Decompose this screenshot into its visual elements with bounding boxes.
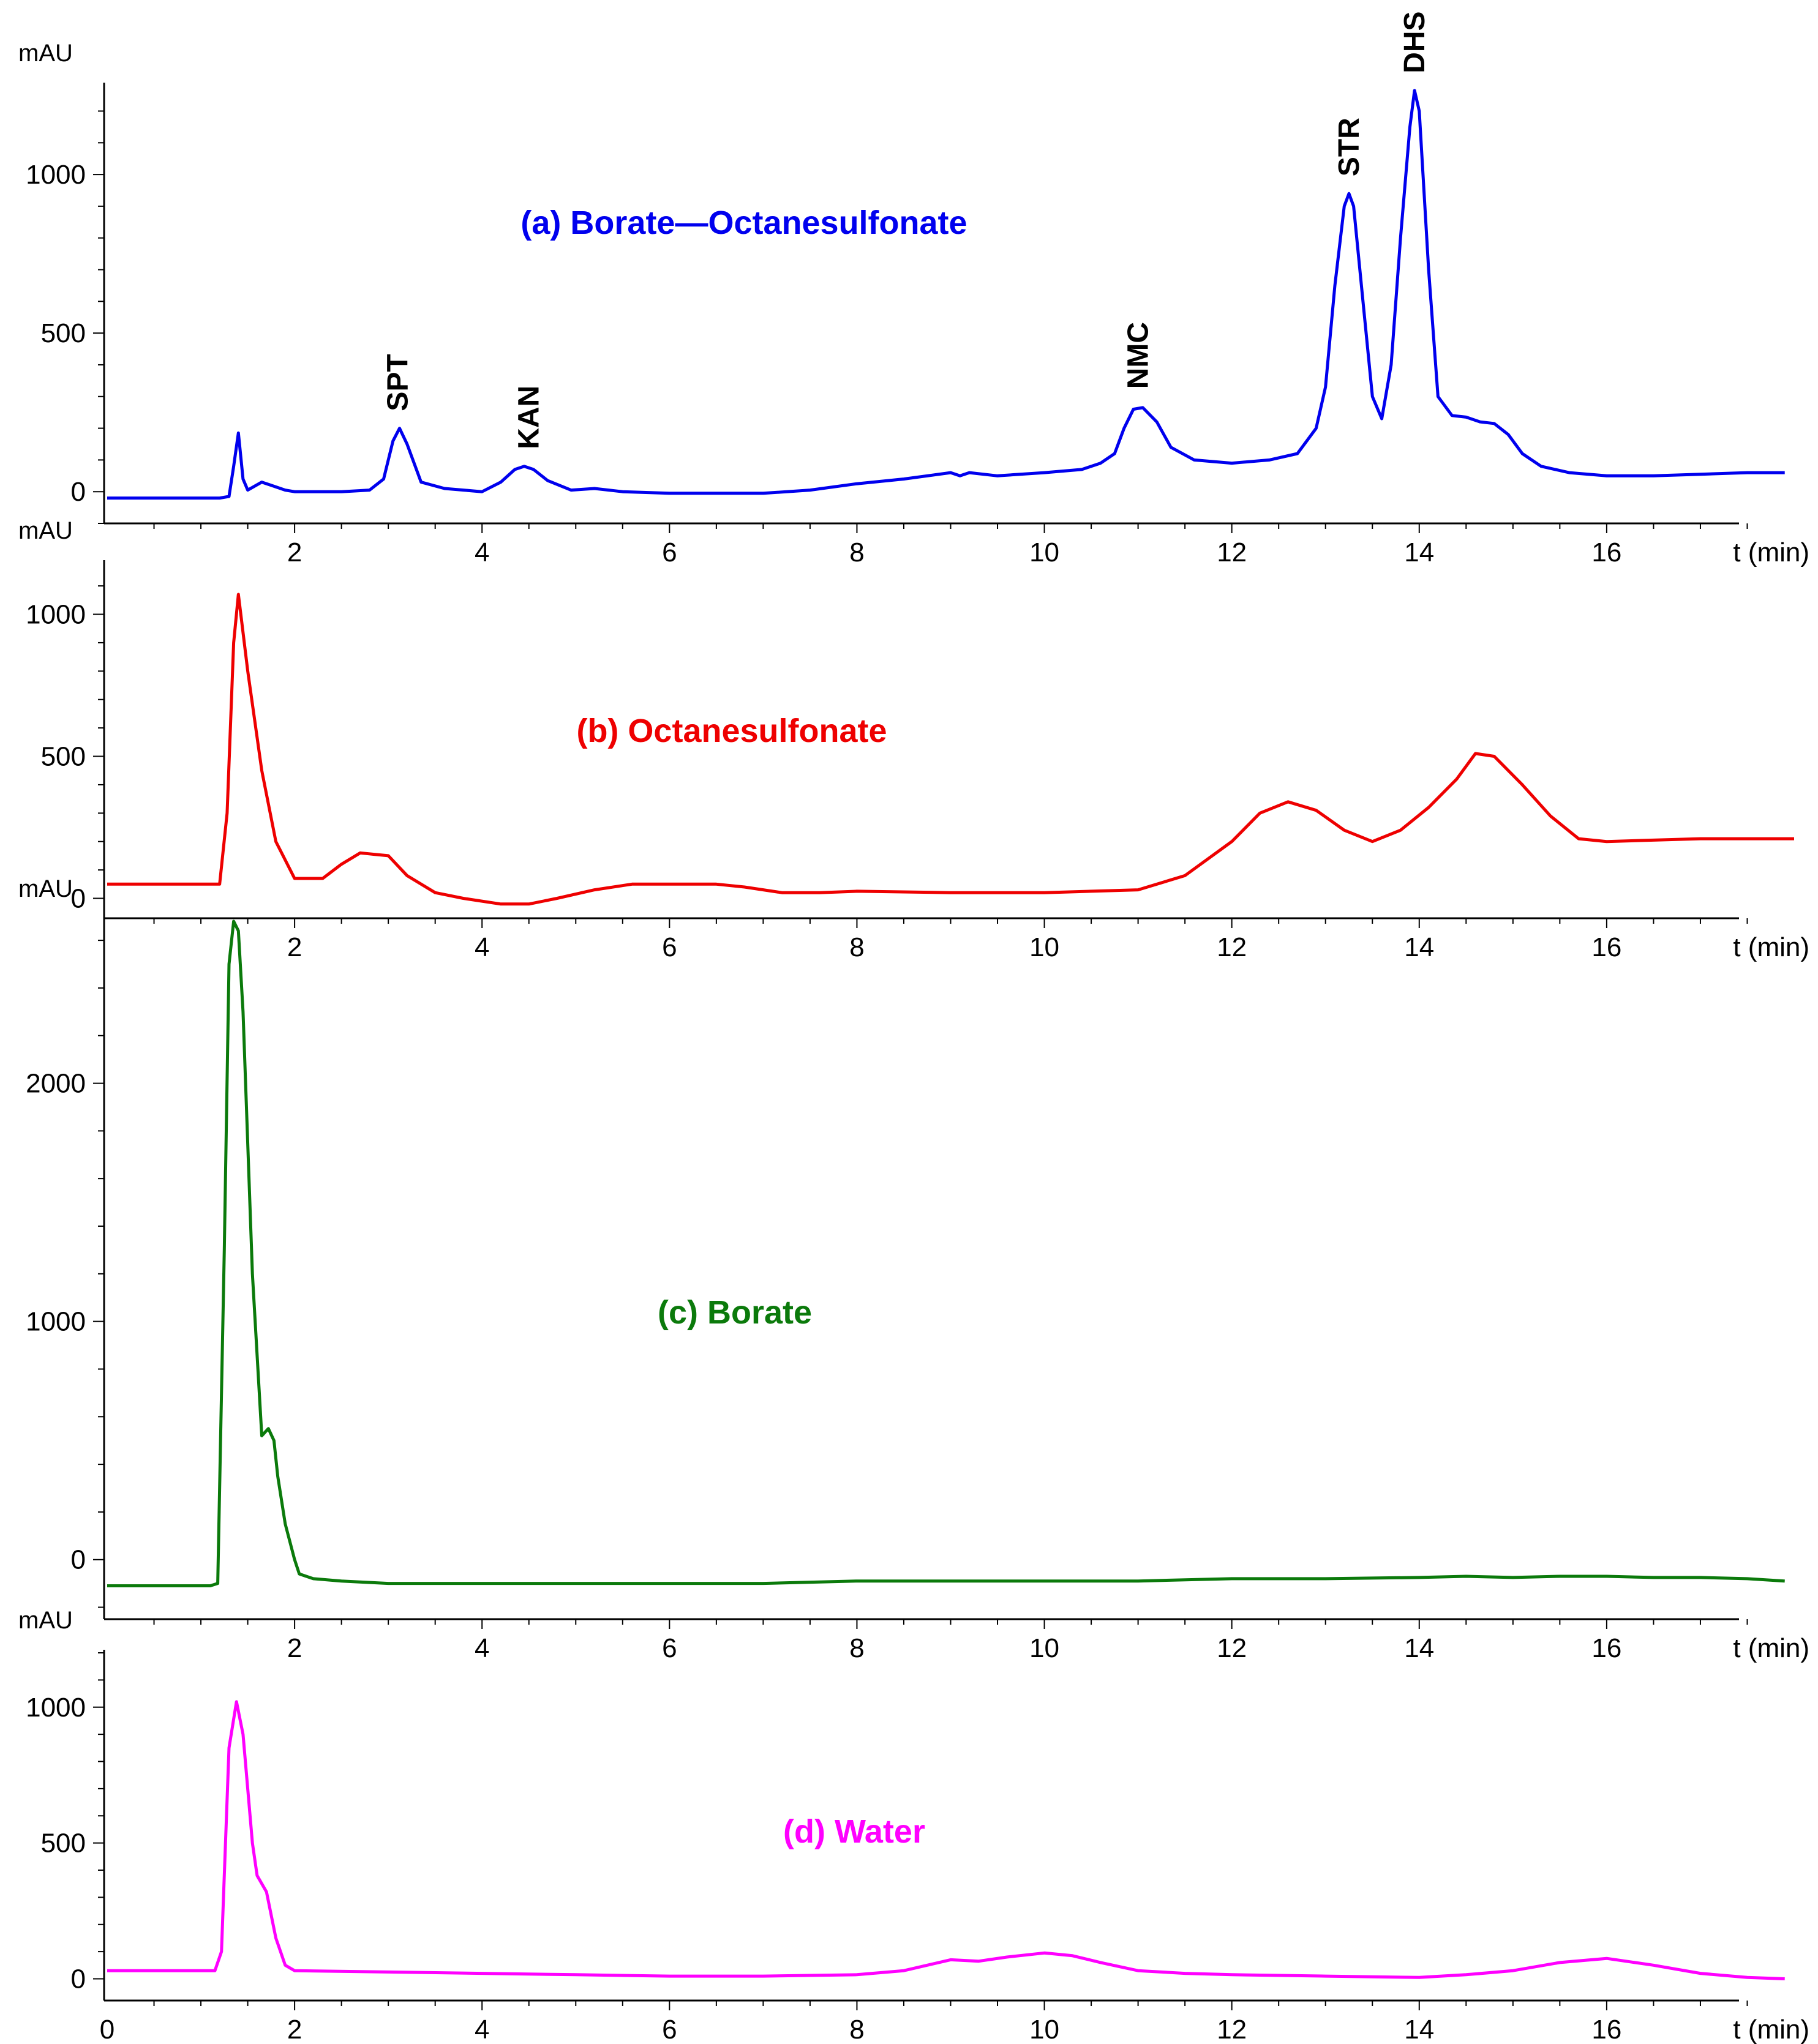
x-tick-label: 10 <box>1029 1633 1059 1663</box>
x-tick-label: 2 <box>287 537 302 567</box>
chromatogram-trace <box>107 89 1785 500</box>
x-tick-label: 16 <box>1591 2015 1621 2044</box>
x-tick-label: 6 <box>662 2015 677 2044</box>
x-tick-label: 0 <box>100 2015 115 2044</box>
x-tick-label: 8 <box>849 932 864 962</box>
panel-title: (c) Borate <box>658 1294 812 1331</box>
y-tick-label: 0 <box>71 477 86 507</box>
x-tick-label: 10 <box>1029 932 1059 962</box>
x-axis-unit-label: t (min) <box>1733 2015 1809 2044</box>
x-axis-unit-label: t (min) <box>1733 932 1809 962</box>
peak-label-kan: KAN <box>513 386 546 449</box>
y-tick-label: 1000 <box>26 160 86 190</box>
chromatogram-trace <box>107 593 1794 906</box>
x-tick-label: 12 <box>1217 1633 1247 1663</box>
panel-title: (b) Octanesulfonate <box>576 713 887 749</box>
x-tick-label: 4 <box>475 932 489 962</box>
peak-label-spt: SPT <box>381 354 414 411</box>
x-axis-unit-label: t (min) <box>1733 1633 1809 1663</box>
y-tick-label: 1000 <box>26 600 86 630</box>
x-tick-label: 4 <box>475 2015 489 2044</box>
x-tick-label: 2 <box>287 1633 302 1663</box>
y-axis-unit-label: mAU <box>18 40 73 67</box>
y-axis-unit-label: mAU <box>18 517 73 544</box>
x-tick-label: 10 <box>1029 2015 1059 2044</box>
peak-label-nmc: NMC <box>1122 322 1155 389</box>
x-tick-label: 12 <box>1217 2015 1247 2044</box>
x-tick-label: 4 <box>475 1633 489 1663</box>
x-tick-label: 10 <box>1029 537 1059 567</box>
chart-panel-1: 0 500 1000 2 4 6 8 10 12 14 16 mAU t (min) (a) Borate… <box>18 11 1809 567</box>
chart-panel-4: 0 500 1000 0 2 4 6 8 10 12 14 16 mAU t (min) (d) Water <box>18 1607 1809 2044</box>
x-tick-label: 8 <box>849 1633 864 1663</box>
x-tick-label: 14 <box>1404 537 1434 567</box>
y-tick-label: 0 <box>71 1964 86 1994</box>
y-tick-label: 500 <box>41 742 86 772</box>
x-tick-label: 8 <box>849 537 864 567</box>
x-tick-label: 2 <box>287 2015 302 2044</box>
y-tick-label: 2000 <box>26 1069 86 1099</box>
panel-title: (d) Water <box>783 1813 925 1850</box>
y-axis-unit-label: mAU <box>18 875 73 902</box>
x-tick-label: 14 <box>1404 932 1434 962</box>
y-tick-label: 500 <box>41 1829 86 1859</box>
x-axis-unit-label: t (min) <box>1733 537 1809 567</box>
panel-title: (a) Borate—Octanesulfonate <box>520 204 967 241</box>
x-tick-label: 16 <box>1591 1633 1621 1663</box>
peak-label-dhs: DHS <box>1399 11 1431 73</box>
x-tick-label: 2 <box>287 932 302 962</box>
x-tick-label: 8 <box>849 2015 864 2044</box>
x-tick-label: 14 <box>1404 2015 1434 2044</box>
x-tick-label: 6 <box>662 1633 677 1663</box>
y-tick-label: 500 <box>41 318 86 348</box>
chart-panel-2: 0 500 1000 2 4 6 8 10 12 14 16 mAU t (min) (b) Octane… <box>18 517 1809 962</box>
y-axis-unit-label: mAU <box>18 1607 73 1634</box>
x-tick-label: 14 <box>1404 1633 1434 1663</box>
y-tick-label: 1000 <box>26 1307 86 1337</box>
y-tick-label: 0 <box>71 884 86 914</box>
x-tick-label: 16 <box>1591 932 1621 962</box>
x-tick-label: 6 <box>662 537 677 567</box>
x-tick-label: 6 <box>662 932 677 962</box>
x-tick-label: 4 <box>475 537 489 567</box>
y-tick-label: 1000 <box>26 1693 86 1723</box>
x-tick-label: 12 <box>1217 932 1247 962</box>
x-tick-label: 16 <box>1591 537 1621 567</box>
chart-panel-3: 0 1000 2000 2 4 6 8 10 12 14 16 mAU t (min) (c) Borat… <box>18 875 1809 1663</box>
chromatogram-trace <box>107 1700 1785 1980</box>
y-tick-label: 0 <box>71 1545 86 1575</box>
x-tick-label: 12 <box>1217 537 1247 567</box>
chromatogram-trace <box>107 919 1785 1587</box>
peak-label-str: STR <box>1333 118 1365 176</box>
